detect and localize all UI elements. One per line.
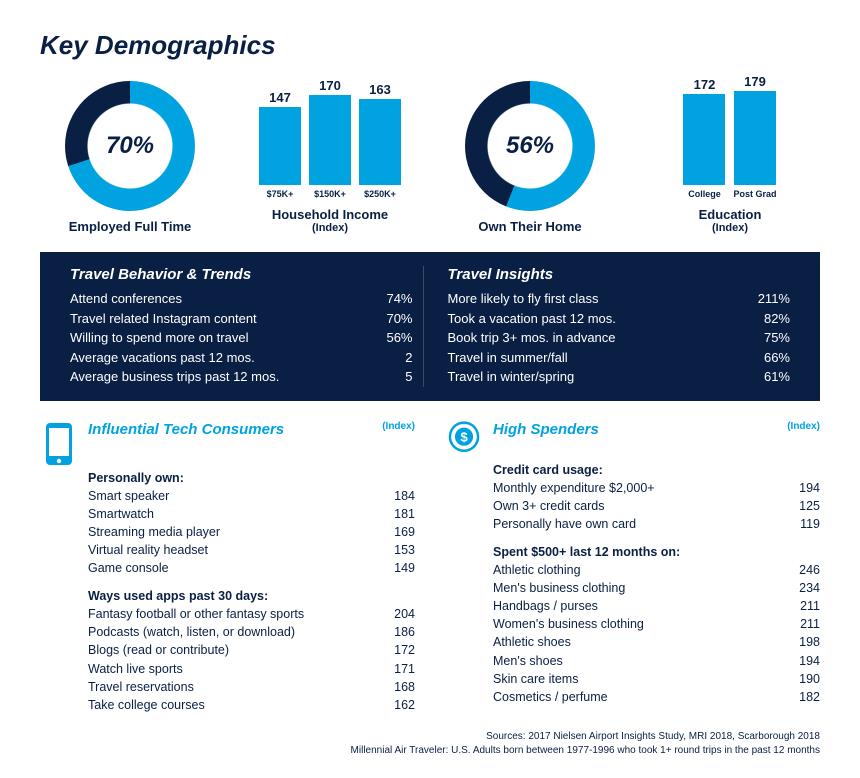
section-heading: Travel Behavior & Trends (70, 266, 413, 283)
stat-row: Blogs (read or contribute)172 (88, 641, 415, 659)
stat-row: Own 3+ credit cards125 (493, 497, 820, 515)
barchart-sub: (Index) (640, 222, 820, 234)
dollar-icon: $ (445, 421, 483, 459)
stat-row: Took a vacation past 12 mos.82% (448, 309, 791, 329)
page-title: Key Demographics (40, 30, 820, 61)
bar-value: 170 (319, 78, 341, 93)
bar: 172 College (683, 77, 725, 199)
svg-text:$: $ (460, 429, 468, 444)
donut-label: Employed Full Time (40, 219, 220, 234)
bottom-row: Influential Tech Consumers (Index) Perso… (40, 421, 820, 714)
stat-row: Skin care items190 (493, 670, 820, 688)
stat-row: Men's shoes194 (493, 652, 820, 670)
stat-row: Average vacations past 12 mos.2 (70, 348, 413, 368)
bar-label: $75K+ (267, 189, 294, 199)
bar-label: $150K+ (314, 189, 346, 199)
bar-value: 163 (369, 82, 391, 97)
stat-row: Travel in winter/spring61% (448, 367, 791, 387)
bar-label: College (688, 189, 721, 199)
donut-value: 70% (65, 81, 195, 211)
stat-row: Men's business clothing234 (493, 579, 820, 597)
footer: Sources: 2017 Nielsen Airport Insights S… (40, 730, 820, 758)
stat-row: Average business trips past 12 mos.5 (70, 367, 413, 387)
group-heading: Spent $500+ last 12 months on: (493, 545, 820, 559)
stat-row: Streaming media player169 (88, 523, 415, 541)
bar: 163 $250K+ (359, 82, 401, 199)
bar-label: Post Grad (733, 189, 776, 199)
travel-insights-col: Travel Insights More likely to fly first… (423, 266, 801, 387)
group-heading: Credit card usage: (493, 463, 820, 477)
travel-behavior-col: Travel Behavior & Trends Attend conferen… (60, 266, 423, 387)
bar: 147 $75K+ (259, 90, 301, 199)
stat-row: Take college courses162 (88, 696, 415, 714)
stat-row: Smartwatch181 (88, 505, 415, 523)
footer-line: Millennial Air Traveler: U.S. Adults bor… (40, 744, 820, 758)
stat-row: More likely to fly first class211% (448, 289, 791, 309)
bar-value: 179 (744, 74, 766, 89)
stat-row: Personally have own card119 (493, 515, 820, 533)
group-heading: Personally own: (88, 471, 415, 485)
demographics-row: 70% Employed Full Time 147 $75K+ 170 $150K+… (40, 79, 820, 234)
bar: 179 Post Grad (733, 74, 776, 199)
group-heading: Ways used apps past 30 days: (88, 589, 415, 603)
index-header: (Index) (382, 421, 415, 438)
barchart-title: Education (640, 207, 820, 222)
stat-row: Handbags / purses211 (493, 597, 820, 615)
stat-row: Cosmetics / perfume182 (493, 688, 820, 706)
section-heading: Influential Tech Consumers (88, 421, 284, 438)
stat-row: Watch live sports171 (88, 660, 415, 678)
stat-row: Smart speaker184 (88, 487, 415, 505)
phone-icon (40, 421, 78, 467)
barchart-title: Household Income (240, 207, 420, 222)
stat-row: Travel related Instagram content70% (70, 309, 413, 329)
stat-row: Podcasts (watch, listen, or download)186 (88, 623, 415, 641)
footer-line: Sources: 2017 Nielsen Airport Insights S… (40, 730, 820, 744)
bar: 170 $150K+ (309, 78, 351, 199)
stat-row: Athletic clothing246 (493, 561, 820, 579)
stat-row: Fantasy football or other fantasy sports… (88, 605, 415, 623)
stat-row: Athletic shoes198 (493, 633, 820, 651)
stat-row: Willing to spend more on travel56% (70, 328, 413, 348)
stat-row: Virtual reality headset153 (88, 541, 415, 559)
barchart-sub: (Index) (240, 222, 420, 234)
stat-row: Monthly expenditure $2,000+194 (493, 479, 820, 497)
donut-label: Own Their Home (440, 219, 620, 234)
bar-value: 172 (694, 77, 716, 92)
barchart-income: 147 $75K+ 170 $150K+ 163 $250K+ Household Inc… (240, 79, 420, 234)
bar-value: 147 (269, 90, 291, 105)
travel-box: Travel Behavior & Trends Attend conferen… (40, 252, 820, 401)
donut-value: 56% (465, 81, 595, 211)
tech-consumers-col: Influential Tech Consumers (Index) Perso… (40, 421, 415, 714)
stat-row: Travel reservations168 (88, 678, 415, 696)
stat-row: Game console149 (88, 559, 415, 577)
bar-label: $250K+ (364, 189, 396, 199)
stat-row: Book trip 3+ mos. in advance75% (448, 328, 791, 348)
donut-employed: 70% Employed Full Time (40, 81, 220, 234)
index-header: (Index) (787, 421, 820, 438)
section-heading: High Spenders (493, 421, 599, 438)
section-heading: Travel Insights (448, 266, 791, 283)
barchart-education: 172College179Post Grad Education (Index) (640, 79, 820, 234)
stat-row: Attend conferences74% (70, 289, 413, 309)
stat-row: Women's business clothing211 (493, 615, 820, 633)
stat-row: Travel in summer/fall66% (448, 348, 791, 368)
high-spenders-col: $ High Spenders (Index) Credit card usag… (445, 421, 820, 714)
donut-own-home: 56% Own Their Home (440, 81, 620, 234)
